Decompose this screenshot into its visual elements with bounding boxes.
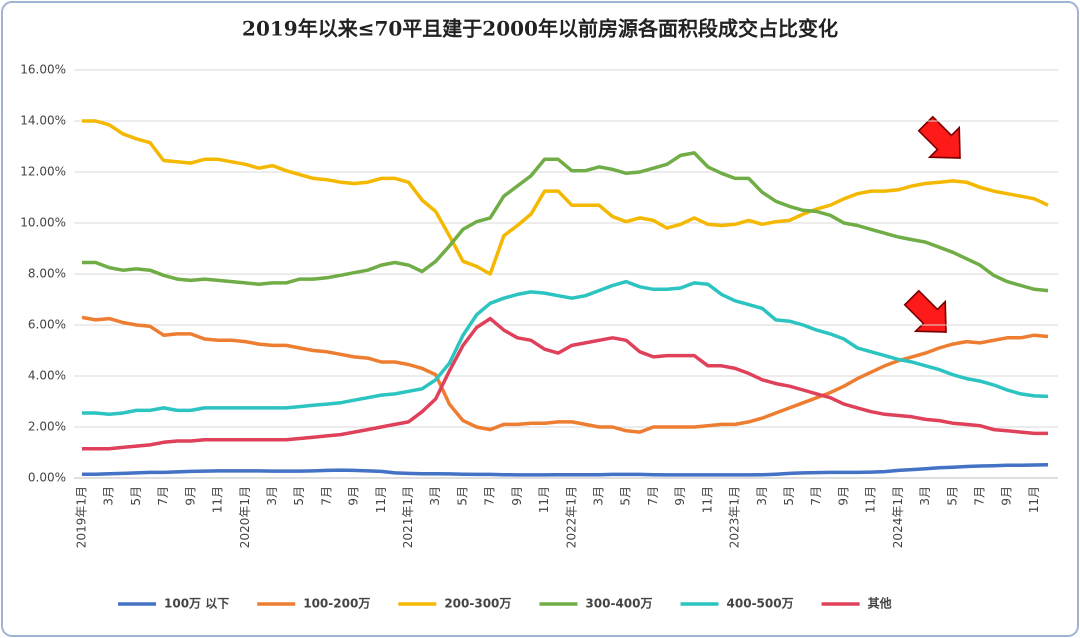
x-tick-label: 7月 bbox=[319, 486, 333, 506]
arrow-shape bbox=[903, 289, 947, 333]
x-tick-label: 5月 bbox=[292, 486, 306, 506]
x-tick-label: 5月 bbox=[129, 486, 143, 506]
y-tick-label: 0.00% bbox=[28, 471, 66, 485]
legend-label: 100-200万 bbox=[303, 597, 370, 611]
series-line bbox=[82, 462, 1049, 477]
arrow bbox=[917, 115, 961, 159]
legend-label: 其他 bbox=[868, 596, 892, 611]
x-tick-label: 2020年1月 bbox=[238, 486, 252, 548]
x-tick-label: 3月 bbox=[102, 486, 116, 506]
series-line bbox=[82, 316, 1048, 451]
x-tick-label: 5月 bbox=[619, 486, 633, 506]
x-tick-label: 9月 bbox=[183, 486, 197, 506]
x-tick-label: 11月 bbox=[211, 486, 225, 513]
x-tick-label: 9月 bbox=[510, 486, 524, 506]
x-tick-label: 3月 bbox=[265, 486, 279, 506]
x-tick-label: 11月 bbox=[1027, 486, 1041, 513]
x-tick-label: 3月 bbox=[918, 486, 932, 506]
y-tick-label: 16.00% bbox=[20, 63, 66, 77]
series-line bbox=[81, 315, 1049, 434]
x-tick-label: 11月 bbox=[537, 486, 551, 513]
x-tick-label: 11月 bbox=[864, 486, 878, 513]
y-tick-label: 8.00% bbox=[28, 267, 66, 281]
x-tick-label: 3月 bbox=[755, 486, 769, 506]
legend-label: 200-300万 bbox=[444, 597, 511, 611]
legend-label: 300-400万 bbox=[585, 597, 652, 611]
y-tick-label: 4.00% bbox=[28, 369, 66, 383]
y-tick-label: 6.00% bbox=[28, 318, 66, 332]
x-tick-label: 11月 bbox=[374, 486, 388, 513]
y-tick-label: 2.00% bbox=[28, 420, 66, 434]
legend-label: 400-500万 bbox=[727, 597, 794, 611]
x-tick-label: 11月 bbox=[700, 486, 714, 513]
x-tick-label: 7月 bbox=[483, 486, 497, 506]
arrow-shape bbox=[917, 115, 961, 159]
y-tick-label: 10.00% bbox=[20, 216, 66, 230]
x-tick-label: 7月 bbox=[972, 486, 986, 506]
x-tick-label: 7月 bbox=[156, 486, 170, 506]
y-tick-label: 14.00% bbox=[20, 114, 66, 128]
x-tick-label: 7月 bbox=[809, 486, 823, 506]
x-tick-label: 9月 bbox=[836, 486, 850, 506]
x-tick-label: 2022年1月 bbox=[564, 486, 578, 548]
x-tick-label: 7月 bbox=[646, 486, 660, 506]
series-line bbox=[82, 279, 1049, 417]
series-line bbox=[82, 119, 1049, 276]
x-tick-label: 2024年1月 bbox=[891, 486, 905, 548]
x-tick-label: 9月 bbox=[673, 486, 687, 506]
x-tick-label: 3月 bbox=[428, 486, 442, 506]
series-line bbox=[82, 151, 1049, 293]
legend-label: 100万 以下 bbox=[164, 597, 229, 611]
y-tick-label: 12.00% bbox=[20, 165, 66, 179]
arrow bbox=[903, 289, 947, 333]
x-tick-label: 2021年1月 bbox=[401, 486, 415, 548]
x-tick-label: 2023年1月 bbox=[728, 486, 742, 548]
x-tick-label: 5月 bbox=[455, 486, 469, 506]
chart-title: 2019年以来≤70平且建于2000年以前房源各面积段成交占比变化 bbox=[242, 17, 838, 41]
x-tick-label: 2019年1月 bbox=[75, 486, 89, 548]
x-tick-label: 5月 bbox=[782, 486, 796, 506]
x-tick-label: 9月 bbox=[1000, 486, 1014, 506]
x-tick-label: 9月 bbox=[347, 486, 361, 506]
x-tick-label: 3月 bbox=[592, 486, 606, 506]
x-tick-label: 5月 bbox=[945, 486, 959, 506]
